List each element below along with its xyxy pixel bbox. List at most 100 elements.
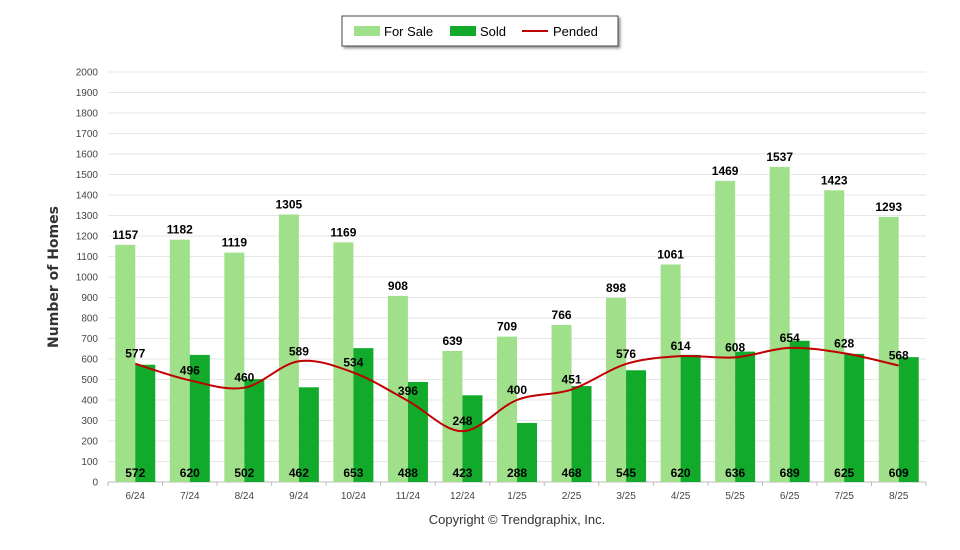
bar-for-sale	[715, 180, 736, 483]
x-tick-label: 6/24	[126, 491, 146, 502]
y-tick-label: 1100	[76, 252, 98, 263]
y-tick-label: 300	[81, 416, 98, 427]
data-label-pended: 496	[180, 363, 200, 377]
y-tick-label: 200	[81, 437, 98, 448]
data-label-pended: 654	[780, 331, 800, 345]
data-label-for-sale: 1469	[712, 164, 739, 178]
legend-swatch-for-sale	[354, 26, 380, 36]
bar-sold	[844, 353, 865, 482]
data-label-sold: 423	[452, 466, 472, 480]
bar-for-sale	[333, 242, 354, 482]
y-tick-label: 1700	[76, 129, 99, 140]
x-tick-label: 11/24	[396, 491, 421, 502]
legend-label-pended: Pended	[553, 24, 598, 39]
y-tick-label: 1200	[76, 232, 99, 243]
data-label-pended: 589	[289, 344, 309, 358]
data-label-sold: 620	[180, 466, 200, 480]
bar-for-sale	[497, 336, 517, 482]
data-label-for-sale: 1537	[766, 150, 793, 164]
x-tick-label: 1/25	[507, 491, 527, 502]
x-tick-label: 2/25	[562, 491, 582, 502]
y-tick-label: 1400	[76, 191, 99, 202]
data-label-for-sale: 1293	[875, 200, 902, 214]
data-label-for-sale: 639	[442, 334, 462, 348]
x-tick-label: 5/25	[725, 491, 745, 502]
bar-sold	[189, 354, 210, 482]
y-tick-label: 1000	[76, 273, 99, 284]
data-label-sold: 572	[125, 466, 145, 480]
bar-sold	[353, 348, 374, 482]
data-label-for-sale: 898	[606, 281, 626, 295]
data-label-pended: 614	[671, 339, 691, 353]
bar-for-sale	[115, 244, 136, 482]
y-tick-label: 1600	[76, 150, 99, 161]
y-tick-label: 1300	[76, 211, 99, 222]
x-tick-label: 3/25	[616, 491, 636, 502]
bar-for-sale	[442, 351, 463, 482]
bar-layer	[115, 166, 919, 483]
bar-sold	[517, 422, 537, 482]
data-label-sold: 488	[398, 466, 418, 480]
y-tick-label: 2000	[76, 68, 99, 79]
bar-sold	[407, 381, 428, 482]
data-label-pended: 248	[452, 414, 472, 428]
data-label-for-sale: 1061	[657, 247, 684, 261]
data-label-pended: 568	[889, 349, 909, 363]
x-tick-label: 4/25	[671, 491, 691, 502]
bar-sold	[680, 354, 701, 482]
bar-sold	[135, 364, 156, 482]
y-tick-label: 600	[81, 355, 98, 366]
line-pended	[134, 346, 899, 433]
data-label-pended: 400	[507, 383, 527, 397]
data-label-for-sale: 1423	[821, 173, 848, 187]
bar-sold	[298, 387, 319, 482]
data-label-for-sale: 766	[552, 308, 572, 322]
data-label-pended: 628	[834, 336, 854, 350]
x-tick-label: 10/24	[341, 491, 366, 502]
bar-sold	[244, 379, 265, 482]
data-label-sold: 636	[725, 466, 745, 480]
bar-for-sale	[169, 239, 190, 482]
y-tick-label: 700	[81, 334, 98, 345]
x-tick-label: 12/24	[450, 491, 475, 502]
bar-for-sale	[660, 264, 681, 482]
data-label-for-sale: 1169	[330, 225, 356, 239]
data-label-sold: 502	[234, 466, 254, 480]
y-tick-label: 1500	[76, 170, 99, 181]
x-tick-label: 8/24	[235, 491, 255, 502]
data-label-pended: 396	[398, 384, 418, 398]
y-tick-label: 400	[81, 396, 98, 407]
data-label-for-sale: 1182	[167, 223, 193, 237]
bar-for-sale	[224, 252, 245, 482]
legend-label-for-sale: For Sale	[384, 24, 433, 39]
y-tick-label: 0	[92, 478, 98, 489]
data-label-pended: 460	[234, 371, 254, 385]
data-label-sold: 468	[562, 466, 582, 480]
legend-label-sold: Sold	[480, 24, 506, 39]
bar-sold	[789, 340, 810, 482]
data-label-pended: 451	[562, 373, 582, 387]
data-label-pended: 577	[125, 347, 145, 361]
bar-sold	[898, 357, 919, 482]
bar-for-sale	[769, 166, 790, 483]
bar-sold	[626, 370, 647, 482]
data-label-for-sale: 1157	[112, 228, 138, 242]
x-tick-label: 9/24	[289, 491, 309, 502]
y-tick-label: 1800	[76, 109, 99, 120]
axis-layer: 0 100 200 300 400 500 600 700 800 900 1000 1100 1200…	[76, 68, 927, 502]
bar-sold	[735, 351, 756, 482]
bar-for-sale	[387, 295, 408, 482]
bar-sold	[462, 395, 483, 482]
bar-sold	[571, 386, 592, 482]
y-tick-label: 500	[81, 375, 98, 386]
legend-box	[341, 15, 619, 47]
data-label-for-sale: 908	[388, 279, 408, 293]
data-label-for-sale: 1119	[222, 236, 248, 250]
bar-for-sale	[606, 297, 627, 482]
data-label-sold: 288	[507, 466, 527, 480]
x-tick-label: 7/24	[180, 491, 200, 502]
legend-swatch-sold	[450, 26, 476, 36]
line-layer	[134, 346, 899, 433]
